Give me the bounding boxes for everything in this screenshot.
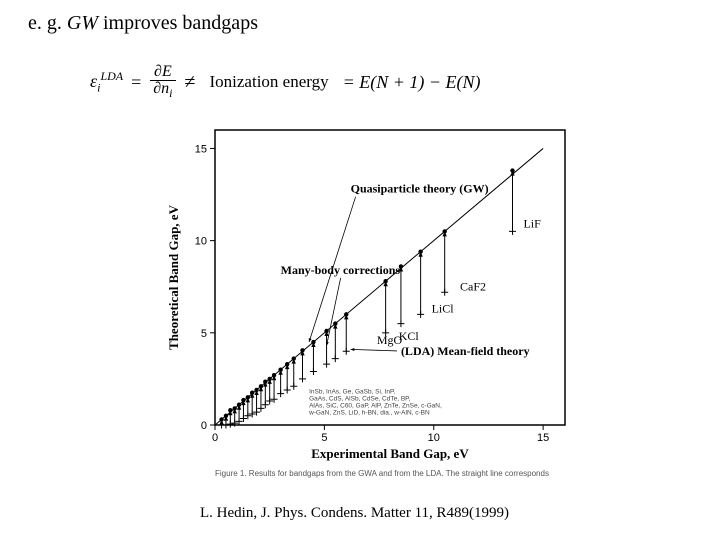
gw-point [237,403,241,407]
annotation-leader [351,349,397,351]
lda-point [222,422,229,429]
eq-den-sub: i [169,87,172,101]
annotation-arrowhead [351,348,355,351]
lda-point [397,320,404,327]
materials-line: InSb, InAs, Ge, GaSb, Si, InP, [309,389,395,396]
lda-point [227,421,234,428]
lda-point [332,355,339,362]
lda-point [417,311,424,318]
y-tick-label: 10 [195,236,207,248]
y-tick-label: 15 [195,143,207,155]
gw-point [241,398,245,402]
gw-point [250,391,254,395]
gw-point [219,417,223,421]
gw-point [311,340,315,344]
x-tick-label: 10 [428,432,440,444]
x-axis-label: Experimental Band Gap, eV [311,446,469,461]
gw-point [510,168,514,172]
heading-gw: GW [67,12,98,34]
ionization-energy-label: Ionization energy [204,72,335,92]
x-tick-label: 5 [321,432,327,444]
eq-epsilon: εiLDA [90,69,123,96]
gw-point [344,312,348,316]
annotation-lda: (LDA) Mean-field theory [401,344,530,358]
eq-equals1: = [131,72,141,93]
gw-point [292,356,296,360]
gw-point [228,408,232,412]
eq-num-E: E [162,63,172,80]
gw-point [224,414,228,418]
heading-rest: improves bandgaps [98,12,258,34]
annotation-quasiparticle: Quasiparticle theory (GW) [351,182,489,196]
lda-point [249,410,256,417]
x-tick-label: 15 [537,432,549,444]
gw-point [285,362,289,366]
y-axis-label: Theoretical Band Gap, eV [166,204,181,350]
gw-point [418,249,422,253]
gw-point [278,367,282,371]
gw-point [267,377,271,381]
citation-text: L. Hedin, J. Phys. Condens. Matter 11, R… [200,505,509,522]
annotation-kcl: KCl [399,329,420,343]
materials-line: AlAs, SiC, C60, GaP, AlP, ZnTe, ZnSe, c-… [309,403,442,410]
gw-point [300,348,304,352]
lda-point [266,398,273,405]
gw-point [442,229,446,233]
lda-point [323,361,330,368]
lda-point [441,289,448,296]
eq-eps-sup: LDA [100,69,123,83]
bandgap-chart: 00 5 5 10 10 15 15 Experimental Band Gap, eV The… [160,120,580,480]
annotation-arrowhead [309,338,312,342]
annotation-leader [327,278,341,346]
lda-point [343,348,350,355]
lda-point [299,375,306,382]
materials-line: GaAs, CdS, AlSb, CdSe, CdTe, BP, [309,396,411,403]
y-tick-label: 5 [201,328,207,340]
eq-fraction: ∂E ∂ni [149,64,176,99]
gw-point [263,379,267,383]
page-heading: e. g. GW improves bandgaps [28,12,258,35]
gw-point [259,384,263,388]
annotation-caf2: CaF2 [460,279,486,293]
materials-line: w-GaN, ZnS, LiD, h-BN, dia., w-AlN, c-BN [308,410,430,417]
lda-point [257,405,264,412]
gw-point [333,321,337,325]
annotation-licl: LiCl [432,302,455,316]
gw-point [254,388,258,392]
gw-point [232,406,236,410]
lda-point [284,386,291,393]
eq-den-n: n [161,80,169,97]
lda-point [310,368,317,375]
lda-point [271,396,278,403]
eq-num-d: ∂ [154,63,162,80]
eq-neq: ≠ [185,71,196,94]
lda-point [277,390,284,397]
chart-svg: 00 5 5 10 10 15 15 Experimental Band Gap, eV The… [160,120,580,480]
gw-point [324,329,328,333]
annotation-lif: LiF [523,217,541,231]
gw-point [383,279,387,283]
equation-row: εiLDA = ∂E ∂ni ≠ Ionization energy = E(N… [90,58,650,106]
x-tick-label: 0 [212,432,218,444]
annotation-manybody: Many-body corrections [281,263,401,277]
lda-point [509,228,516,235]
eq-den-d: ∂ [153,80,161,97]
figure-caption: Figure 1. Results for bandgaps from the … [215,469,549,478]
eq-rhs: = E(N + 1) − E(N) [343,72,481,93]
y-tick-label: 0 [201,420,207,432]
heading-prefix: e. g. [28,12,67,34]
lda-point [290,383,297,390]
lda-point [253,409,260,416]
gw-point [272,373,276,377]
lda-point [262,401,269,408]
gw-point [246,395,250,399]
